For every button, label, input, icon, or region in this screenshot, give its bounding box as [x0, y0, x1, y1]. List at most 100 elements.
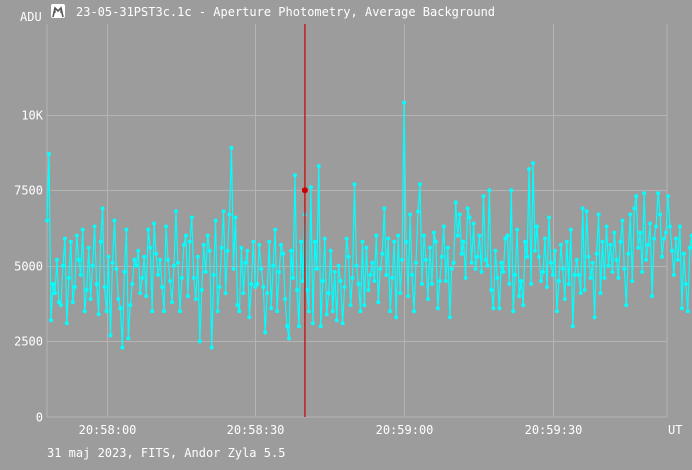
y-tick-label: 5000 — [14, 260, 43, 274]
data-point — [400, 257, 405, 262]
data-point — [265, 291, 270, 296]
data-point — [154, 251, 159, 256]
data-point — [120, 345, 125, 350]
data-point — [515, 227, 520, 232]
data-point — [673, 236, 678, 241]
data-point — [545, 285, 549, 289]
data-point — [102, 285, 107, 289]
data-point — [346, 254, 351, 259]
data-point — [562, 297, 567, 302]
data-point — [132, 257, 137, 262]
data-point — [370, 260, 375, 265]
data-point — [422, 233, 426, 238]
data-point — [358, 309, 363, 314]
data-point — [433, 239, 438, 244]
data-point — [677, 224, 682, 229]
telescope-app-icon[interactable] — [51, 4, 65, 18]
data-point — [253, 285, 258, 289]
data-point — [606, 263, 611, 268]
data-point — [521, 303, 526, 308]
data-point — [582, 288, 587, 292]
data-point — [255, 282, 260, 286]
data-point — [495, 275, 500, 280]
data-point — [614, 257, 619, 262]
data-point — [564, 239, 569, 244]
data-point — [501, 269, 506, 274]
data-point — [217, 285, 222, 289]
data-point — [404, 239, 409, 244]
data-point — [626, 251, 631, 256]
data-point — [181, 242, 186, 247]
data-point — [420, 282, 424, 286]
data-point — [503, 236, 508, 241]
data-point — [47, 152, 51, 156]
data-point — [554, 309, 559, 314]
data-point — [572, 272, 577, 277]
x-tick-label: 20:58:30 — [227, 423, 285, 437]
data-point — [356, 282, 361, 286]
data-point — [618, 239, 623, 244]
data-point — [461, 239, 466, 244]
data-point — [140, 275, 145, 280]
data-point — [86, 245, 91, 250]
data-point — [594, 251, 599, 256]
data-point — [233, 215, 238, 220]
data-point — [330, 309, 335, 314]
y-tick-label: 0 — [36, 411, 43, 425]
data-point — [681, 251, 686, 256]
data-point — [273, 227, 278, 232]
data-point — [570, 324, 575, 329]
data-point — [66, 275, 71, 280]
data-point — [556, 279, 561, 283]
data-point — [453, 200, 458, 205]
data-point — [112, 218, 117, 223]
window-title: 23-05-31PST3c.1c - Aperture Photometry, … — [76, 5, 496, 19]
data-point — [378, 266, 383, 271]
data-point — [578, 291, 583, 296]
data-point — [114, 266, 119, 271]
data-point — [275, 309, 280, 314]
data-point — [191, 275, 196, 280]
data-point — [372, 279, 377, 283]
data-point — [82, 309, 87, 314]
data-point — [146, 227, 151, 232]
data-point — [76, 257, 81, 262]
data-point — [267, 239, 272, 244]
data-point — [364, 245, 369, 250]
data-point — [183, 233, 188, 238]
data-point — [451, 260, 456, 265]
data-point — [666, 194, 670, 199]
data-point — [423, 257, 428, 262]
data-point — [320, 279, 325, 283]
data-point — [106, 254, 111, 259]
x-tick-label: 20:59:30 — [525, 423, 583, 437]
data-point — [604, 224, 609, 229]
data-point — [90, 263, 95, 268]
data-point — [671, 272, 676, 277]
data-point — [654, 224, 659, 229]
data-point — [489, 288, 494, 292]
data-point — [219, 245, 224, 250]
data-point — [600, 239, 605, 244]
data-point — [164, 224, 168, 229]
data-point — [455, 233, 460, 238]
data-point — [533, 248, 538, 253]
data-point — [390, 275, 395, 280]
data-point — [410, 272, 415, 277]
data-point — [168, 279, 172, 283]
data-point — [58, 303, 63, 308]
data-point — [239, 245, 244, 250]
data-point — [84, 288, 89, 292]
x-tick-label: 20:59:00 — [376, 423, 434, 437]
data-point — [529, 282, 534, 286]
data-point — [622, 266, 627, 271]
footer-caption: 31 maj 2023, FITS, Andor Zyla 5.5 — [47, 446, 286, 460]
data-point — [487, 188, 492, 193]
data-point — [340, 321, 345, 326]
data-point — [116, 297, 121, 302]
y-tick-label: 10K — [21, 109, 43, 123]
data-point — [277, 269, 282, 274]
data-point — [177, 309, 182, 314]
data-point — [499, 260, 504, 265]
